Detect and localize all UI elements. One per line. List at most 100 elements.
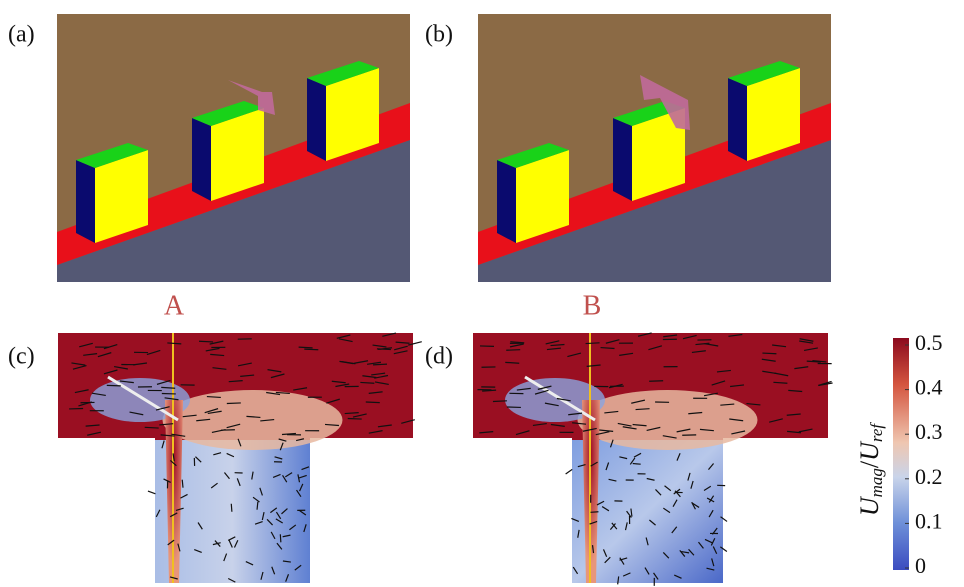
flow-arrow — [270, 373, 285, 379]
flow-arrow — [395, 341, 410, 344]
flow-arrow — [492, 400, 507, 403]
flow-arrow — [646, 426, 661, 432]
flow-arrow — [169, 512, 178, 518]
flow-arrow — [207, 410, 222, 415]
flow-arrow — [228, 539, 233, 548]
flow-arrow — [266, 391, 281, 396]
flow-arrow — [282, 560, 291, 563]
flow-arrow — [479, 430, 494, 434]
flow-arrow — [704, 538, 713, 544]
flow-arrow — [161, 386, 176, 389]
flow-arrow — [630, 508, 633, 517]
box-side — [497, 160, 516, 243]
flow-arrow — [799, 338, 814, 342]
subscript: ref — [867, 422, 886, 443]
flow-arrows — [69, 332, 833, 586]
flow-arrow — [284, 472, 293, 478]
flow-arrow — [79, 342, 93, 348]
flow-arrow — [285, 574, 290, 582]
flow-arrow — [550, 343, 565, 347]
flow-arrow — [336, 334, 351, 339]
flow-arrow — [226, 402, 241, 405]
flow-arrow — [633, 452, 642, 458]
box-side — [728, 78, 747, 161]
flow-arrow — [674, 490, 681, 498]
flow-arrow — [275, 391, 290, 395]
flow-arrow — [688, 411, 703, 415]
flow-arrow — [155, 509, 161, 518]
flow-arrow — [237, 362, 252, 367]
flow-arrow — [646, 477, 655, 481]
flow-arrow — [119, 380, 134, 384]
flow-arrow — [167, 539, 175, 546]
flow-arrow — [532, 422, 547, 427]
flow-arrow — [703, 392, 718, 397]
flow-arrow — [716, 369, 731, 373]
flow-arrow — [699, 428, 714, 432]
flow-arrow — [295, 438, 305, 442]
flow-arrow — [226, 452, 235, 458]
flow-arrow — [266, 518, 274, 526]
flow-arrow — [711, 380, 726, 386]
flow-arrow — [812, 359, 827, 363]
flow-arrow — [720, 546, 728, 552]
flow-arrow — [272, 473, 281, 479]
flow-arrow — [568, 412, 583, 416]
box-top — [307, 61, 379, 86]
flow-arrow — [374, 381, 389, 386]
flow-arrow — [226, 423, 241, 429]
flow-arrow — [799, 340, 814, 344]
flow-arrow — [194, 548, 202, 553]
flow-arrow — [261, 512, 265, 521]
flow-arrow — [78, 401, 93, 407]
flow-arrow — [368, 391, 383, 394]
flow-arrow — [228, 379, 243, 383]
flow-arrow — [605, 462, 610, 471]
flow-arrow — [600, 346, 615, 350]
flow-arrow — [212, 542, 221, 546]
colorbar-label: Umag/Uref — [855, 422, 886, 517]
flow-arrow — [596, 500, 605, 506]
panel-label: (c) — [8, 344, 35, 370]
flow-arrow — [72, 364, 87, 370]
flow-arrow — [371, 372, 386, 376]
flow-arrow — [591, 545, 595, 554]
flow-arrow — [769, 418, 783, 423]
flow-arrow — [204, 408, 219, 414]
flow-arrow — [599, 429, 614, 433]
flow-arrow — [681, 550, 690, 554]
box-front — [632, 108, 685, 201]
flow-arrow — [662, 435, 677, 439]
flow-arrow — [85, 424, 100, 427]
section-label: A — [164, 290, 185, 321]
flow-fields — [58, 333, 828, 583]
flow-arrow — [275, 511, 282, 520]
flow-arrow — [260, 571, 264, 580]
flow-arrow — [565, 468, 573, 475]
flow-arrow — [691, 350, 706, 354]
flow-arrow — [245, 561, 254, 566]
flow-arrow — [682, 334, 697, 340]
flow-arrow — [608, 478, 617, 482]
flow-arrow — [762, 370, 777, 375]
flow-arrow — [401, 419, 415, 424]
flow-arrow — [180, 493, 188, 499]
flow-arrow — [298, 474, 307, 479]
flow-arrow — [803, 347, 818, 351]
flow-arrow — [172, 453, 175, 462]
flow-arrow — [196, 418, 211, 422]
flow-arrow — [103, 344, 118, 350]
flow-arrow — [352, 413, 367, 418]
section-label: B — [583, 290, 602, 321]
flow-arrow — [199, 340, 214, 343]
flow-arrow — [175, 507, 184, 511]
flow-arrow — [132, 362, 148, 366]
flow-arrow — [673, 488, 681, 495]
flow-arrow — [626, 510, 632, 518]
panel-label: (b) — [425, 22, 453, 48]
flow-arrow — [223, 472, 230, 480]
flow-arrow — [590, 461, 598, 467]
flow-arrow — [74, 389, 89, 394]
flow-arrow — [279, 442, 284, 451]
flow-arrow — [645, 537, 649, 546]
